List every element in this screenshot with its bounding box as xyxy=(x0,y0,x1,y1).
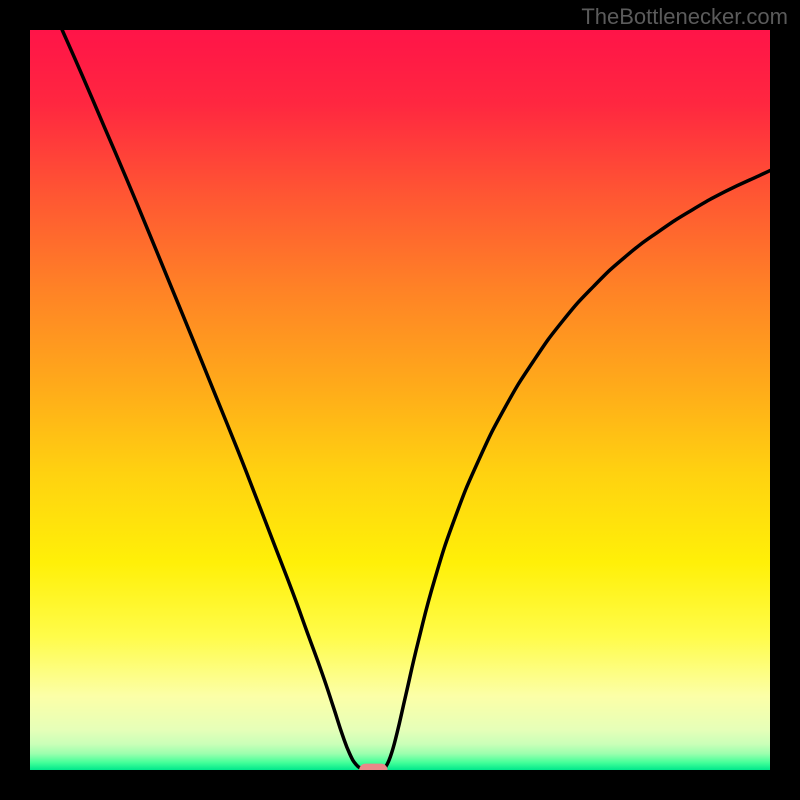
bottleneck-chart: TheBottlenecker.com xyxy=(0,0,800,800)
watermark-text: TheBottlenecker.com xyxy=(581,4,788,29)
chart-background xyxy=(30,30,770,770)
